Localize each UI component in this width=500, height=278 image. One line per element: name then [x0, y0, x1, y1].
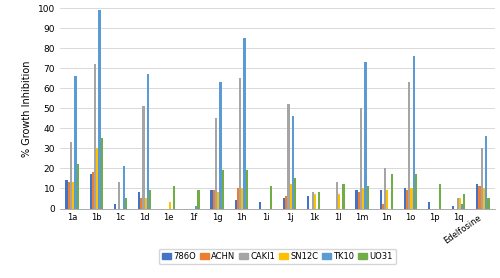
- Bar: [70, 142, 72, 208]
- Bar: [364, 62, 366, 208]
- Bar: [122, 167, 125, 208]
- Bar: [74, 76, 76, 208]
- Bar: [480, 148, 483, 208]
- Bar: [439, 185, 441, 208]
- Bar: [169, 202, 171, 208]
- Bar: [461, 205, 463, 208]
- Bar: [217, 192, 220, 208]
- Bar: [215, 118, 217, 208]
- Legend: 786O, ACHN, CAKI1, SN12C, TK10, UO31: 786O, ACHN, CAKI1, SN12C, TK10, UO31: [159, 249, 396, 264]
- Bar: [234, 200, 237, 208]
- Bar: [412, 56, 415, 208]
- Bar: [408, 82, 410, 208]
- Bar: [428, 202, 430, 208]
- Bar: [239, 78, 241, 208]
- Bar: [318, 192, 320, 208]
- Bar: [307, 197, 310, 208]
- Bar: [294, 178, 296, 208]
- Bar: [288, 105, 290, 208]
- Bar: [488, 198, 490, 208]
- Bar: [314, 195, 316, 208]
- Bar: [149, 190, 151, 208]
- Bar: [210, 190, 212, 208]
- Bar: [220, 82, 222, 208]
- Bar: [292, 116, 294, 208]
- Bar: [285, 197, 288, 208]
- Bar: [144, 198, 147, 208]
- Bar: [404, 188, 406, 208]
- Bar: [270, 187, 272, 208]
- Bar: [483, 188, 485, 208]
- Bar: [76, 165, 78, 208]
- Bar: [246, 170, 248, 208]
- Bar: [173, 187, 176, 208]
- Bar: [478, 187, 480, 208]
- Bar: [336, 182, 338, 208]
- Bar: [98, 10, 100, 208]
- Bar: [244, 38, 246, 208]
- Bar: [360, 108, 362, 208]
- Bar: [356, 190, 358, 208]
- Bar: [290, 185, 292, 208]
- Bar: [476, 185, 478, 208]
- Bar: [458, 198, 461, 208]
- Bar: [68, 182, 70, 208]
- Bar: [362, 188, 364, 208]
- Bar: [142, 106, 144, 208]
- Bar: [283, 198, 285, 208]
- Bar: [259, 202, 261, 208]
- Bar: [96, 148, 98, 208]
- Bar: [195, 207, 198, 208]
- Bar: [342, 185, 344, 208]
- Bar: [406, 190, 408, 208]
- Bar: [312, 192, 314, 208]
- Bar: [66, 180, 68, 208]
- Bar: [114, 205, 116, 208]
- Bar: [366, 187, 368, 208]
- Bar: [410, 188, 412, 208]
- Bar: [147, 75, 149, 208]
- Bar: [485, 136, 488, 208]
- Bar: [386, 190, 388, 208]
- Bar: [382, 205, 384, 208]
- Bar: [463, 195, 466, 208]
- Bar: [198, 190, 200, 208]
- Y-axis label: % Growth Inhibition: % Growth Inhibition: [22, 60, 32, 157]
- Bar: [92, 172, 94, 208]
- Bar: [94, 64, 96, 208]
- Bar: [212, 190, 215, 208]
- Bar: [237, 188, 239, 208]
- Bar: [125, 198, 127, 208]
- Bar: [241, 188, 244, 208]
- Bar: [456, 198, 458, 208]
- Bar: [390, 175, 393, 208]
- Bar: [338, 195, 340, 208]
- Bar: [384, 168, 386, 208]
- Bar: [415, 175, 417, 208]
- Bar: [380, 190, 382, 208]
- Bar: [138, 192, 140, 208]
- Bar: [118, 182, 120, 208]
- Bar: [100, 138, 103, 208]
- Bar: [140, 198, 142, 208]
- Bar: [452, 207, 454, 208]
- Bar: [358, 192, 360, 208]
- Bar: [222, 170, 224, 208]
- Bar: [72, 182, 74, 208]
- Bar: [90, 175, 92, 208]
